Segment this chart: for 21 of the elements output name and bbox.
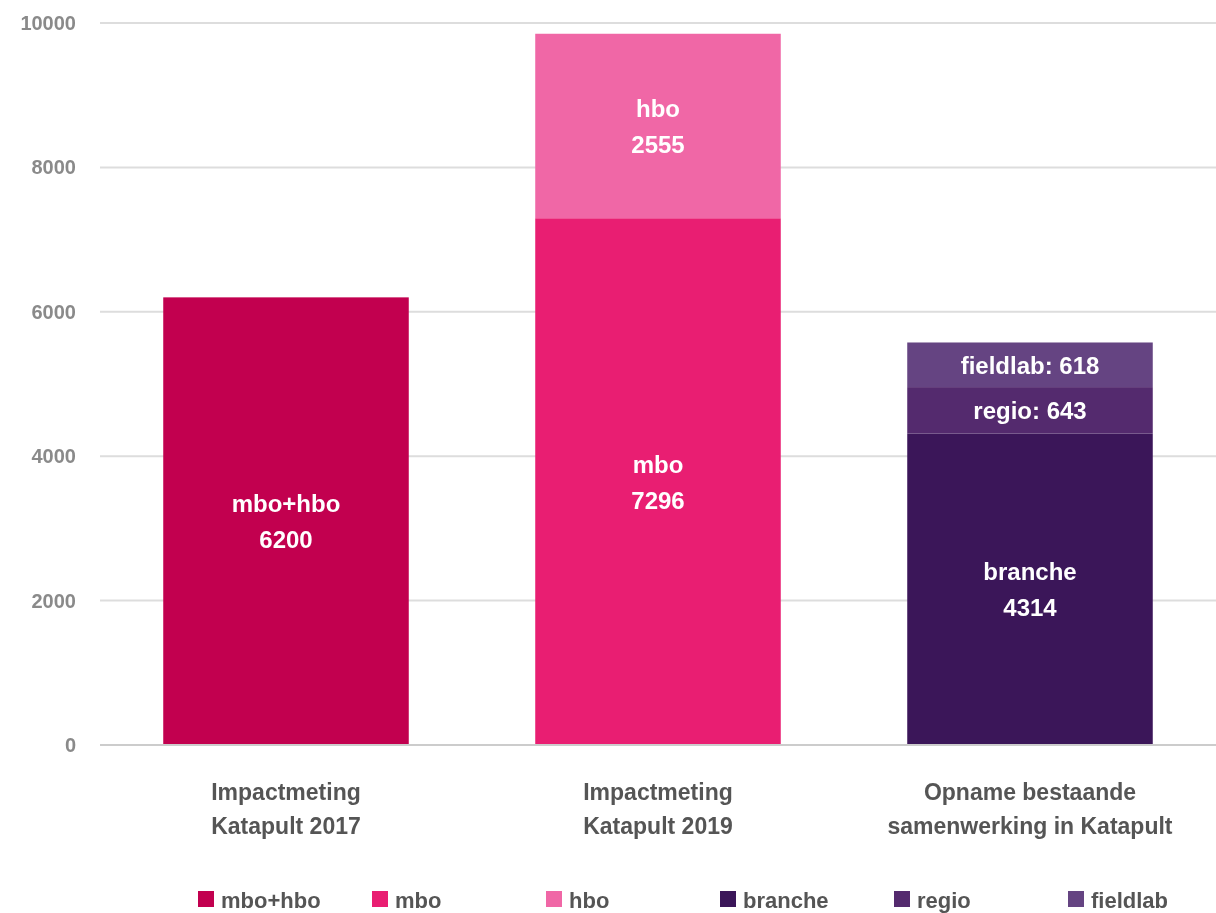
legend-label: branche xyxy=(743,887,829,913)
x-tick-label: Impactmeting Katapult 2019 xyxy=(583,779,733,839)
data-label: regio: 643 xyxy=(973,396,1087,424)
x-tick-label: Impactmeting Katapult 2017 xyxy=(211,779,361,839)
legend-label: hbo xyxy=(569,887,610,913)
data-label: mbo 7296 xyxy=(631,450,685,514)
y-tick-label: 6000 xyxy=(31,300,76,323)
x-tick-label: Opname bestaande samenwerking in Katapult xyxy=(887,779,1173,839)
y-tick-label: 2000 xyxy=(31,589,76,612)
y-tick-label: 0 xyxy=(64,734,76,756)
data-label: fieldlab: 618 xyxy=(960,351,1100,379)
y-tick-label: 4000 xyxy=(31,445,76,468)
data-label: hbo 2555 xyxy=(631,94,685,158)
y-tick-label: 8000 xyxy=(31,156,76,179)
data-label: branche 4314 xyxy=(983,557,1077,621)
y-tick-label: 10000 xyxy=(20,12,76,34)
legend-label: mbo+hbo xyxy=(221,887,321,913)
data-label: mbo+hbo 6200 xyxy=(231,489,341,553)
legend-label: fieldlab xyxy=(1091,887,1169,913)
legend-label: regio xyxy=(917,887,971,913)
legend-label: mbo xyxy=(395,887,442,913)
